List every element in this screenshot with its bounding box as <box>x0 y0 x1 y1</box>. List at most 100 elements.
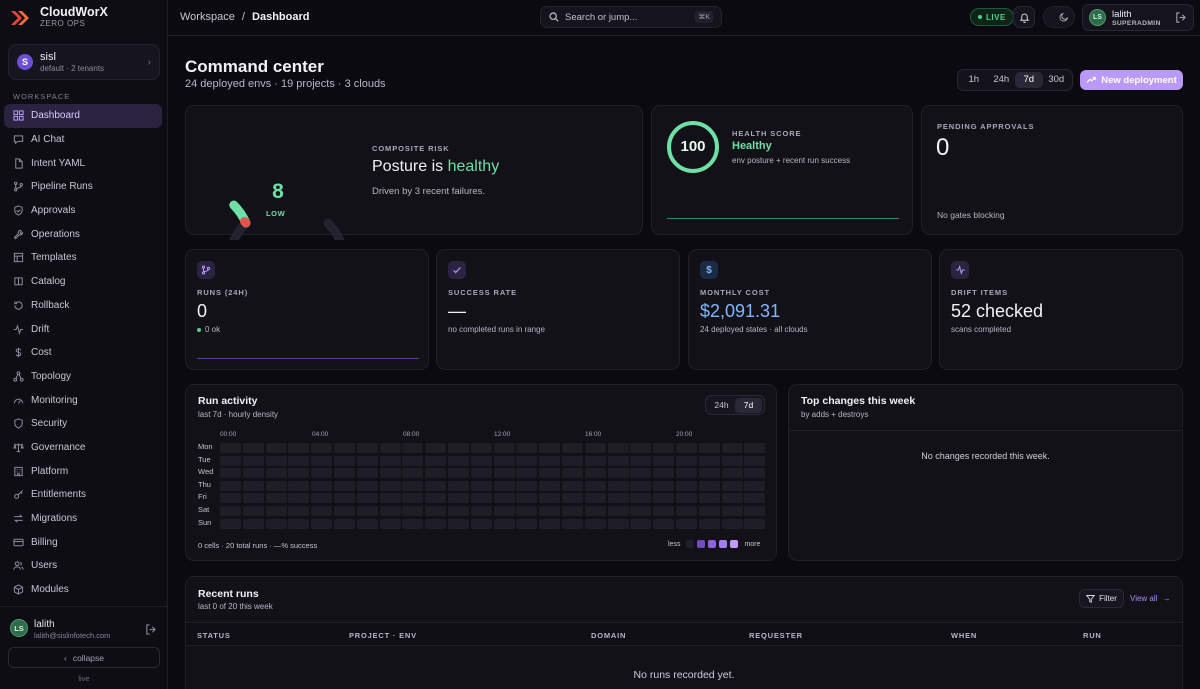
heatmap-cell[interactable] <box>265 443 287 453</box>
heatmap-cell[interactable] <box>744 518 766 529</box>
heatmap-cell[interactable] <box>334 443 355 453</box>
heatmap-cell[interactable] <box>516 493 538 504</box>
heatmap-cell[interactable] <box>744 506 766 516</box>
range-option-1h[interactable]: 1h <box>968 74 980 85</box>
heatmap-cell[interactable] <box>220 468 241 479</box>
heatmap-cell[interactable] <box>607 443 629 453</box>
sidebar-item-drift[interactable]: Drift <box>4 317 162 341</box>
heatmap-cell[interactable] <box>265 506 287 516</box>
heatmap-cell[interactable] <box>744 443 766 453</box>
column-header[interactable]: DOMAIN <box>591 631 627 640</box>
heatmap-cell[interactable] <box>744 493 766 504</box>
heatmap-cell[interactable] <box>653 506 675 516</box>
heatmap-cell[interactable] <box>242 468 264 479</box>
heatmap-cell[interactable] <box>721 468 743 479</box>
sidebar-item-topology[interactable]: Topology <box>4 365 162 389</box>
heatmap-cell[interactable] <box>676 455 697 466</box>
heatmap-cell[interactable] <box>470 506 492 516</box>
sidebar-item-cost[interactable]: Cost <box>4 341 162 365</box>
heatmap-cell[interactable] <box>698 480 720 491</box>
heatmap-cell[interactable] <box>334 480 355 491</box>
heatmap-cell[interactable] <box>630 468 652 479</box>
heatmap-cell[interactable] <box>676 443 697 453</box>
sidebar-item-governance[interactable]: Governance <box>4 436 162 460</box>
sidebar-item-modules[interactable]: Modules <box>4 578 162 602</box>
heatmap-cell[interactable] <box>265 480 287 491</box>
heatmap-cell[interactable] <box>493 455 515 466</box>
heatmap-cell[interactable] <box>676 493 697 504</box>
heatmap-cell[interactable] <box>493 493 515 504</box>
theme-toggle[interactable] <box>1043 6 1075 28</box>
heatmap-cell[interactable] <box>470 493 492 504</box>
heatmap-cell[interactable] <box>334 506 355 516</box>
heatmap-cell[interactable] <box>584 480 606 491</box>
heatmap-cell[interactable] <box>721 480 743 491</box>
heatmap-cell[interactable] <box>242 506 264 516</box>
heatmap-cell[interactable] <box>402 455 424 466</box>
heatmap-cell[interactable] <box>288 493 310 504</box>
heatmap-cell[interactable] <box>356 455 378 466</box>
heatmap-cell[interactable] <box>379 480 401 491</box>
sidebar-item-intent-yaml[interactable]: Intent YAML <box>4 151 162 175</box>
heatmap-cell[interactable] <box>698 443 720 453</box>
search-input[interactable] <box>565 11 685 23</box>
heatmap-cell[interactable] <box>584 506 606 516</box>
heatmap-cell[interactable] <box>379 443 401 453</box>
heatmap-cell[interactable] <box>242 518 264 529</box>
heatmap-cell[interactable] <box>562 468 583 479</box>
heatmap-cell[interactable] <box>311 493 333 504</box>
heatmap-cell[interactable] <box>242 480 264 491</box>
pending-approvals-card[interactable]: PENDING APPROVALS 0 No gates blocking <box>921 105 1183 235</box>
heatmap-cell[interactable] <box>379 518 401 529</box>
heatmap-cell[interactable] <box>630 455 652 466</box>
sidebar-item-dashboard[interactable]: Dashboard <box>4 104 162 128</box>
heatmap-cell[interactable] <box>698 455 720 466</box>
heatmap-cell[interactable] <box>744 455 766 466</box>
heatmap-cell[interactable] <box>516 443 538 453</box>
heatmap-cell[interactable] <box>676 518 697 529</box>
heatmap-cell[interactable] <box>698 506 720 516</box>
heatmap-cell[interactable] <box>653 518 675 529</box>
range-option-30d[interactable]: 30d <box>1048 74 1065 85</box>
column-header[interactable]: REQUESTER <box>749 631 803 640</box>
heatmap-cell[interactable] <box>630 506 652 516</box>
heatmap-cell[interactable] <box>470 468 492 479</box>
heatmap-cell[interactable] <box>356 493 378 504</box>
heatmap-cell[interactable] <box>402 506 424 516</box>
column-header[interactable]: RUN <box>1083 631 1102 640</box>
heatmap-cell[interactable] <box>721 506 743 516</box>
range-option-24h[interactable]: 24h <box>993 74 1010 85</box>
heatmap-cell[interactable] <box>493 443 515 453</box>
sidebar-item-approvals[interactable]: Approvals <box>4 199 162 223</box>
sidebar-item-billing[interactable]: Billing <box>4 530 162 554</box>
heatmap-cell[interactable] <box>265 518 287 529</box>
sidebar-item-platform[interactable]: Platform <box>4 459 162 483</box>
heatmap-cell[interactable] <box>630 493 652 504</box>
heatmap-cell[interactable] <box>288 480 310 491</box>
heatmap-cell[interactable] <box>265 468 287 479</box>
heatmap-cell[interactable] <box>653 480 675 491</box>
heatmap-cell[interactable] <box>448 518 469 529</box>
heatmap-cell[interactable] <box>265 493 287 504</box>
heatmap-cell[interactable] <box>653 468 675 479</box>
heatmap-cell[interactable] <box>721 518 743 529</box>
heatmap-cell[interactable] <box>334 518 355 529</box>
heatmap-cell[interactable] <box>698 468 720 479</box>
heatmap-cell[interactable] <box>470 480 492 491</box>
heatmap-cell[interactable] <box>493 518 515 529</box>
heatmap-cell[interactable] <box>584 518 606 529</box>
heatmap-cell[interactable] <box>562 480 583 491</box>
heatmap-cell[interactable] <box>516 455 538 466</box>
heatmap-cell[interactable] <box>493 468 515 479</box>
heatmap-cell[interactable] <box>356 506 378 516</box>
heatmap-cell[interactable] <box>630 443 652 453</box>
heatmap-cell[interactable] <box>448 480 469 491</box>
user-menu[interactable]: LS lalith SUPERADMIN <box>1082 4 1194 31</box>
heatmap-cell[interactable] <box>425 480 447 491</box>
heatmap-cell[interactable] <box>220 443 241 453</box>
logout-icon[interactable] <box>145 624 156 638</box>
heatmap-cell[interactable] <box>311 443 333 453</box>
heatmap-cell[interactable] <box>744 480 766 491</box>
drift-items-card[interactable]: DRIFT ITEMS 52 checked scans completed <box>939 249 1183 370</box>
heatmap-cell[interactable] <box>425 506 447 516</box>
